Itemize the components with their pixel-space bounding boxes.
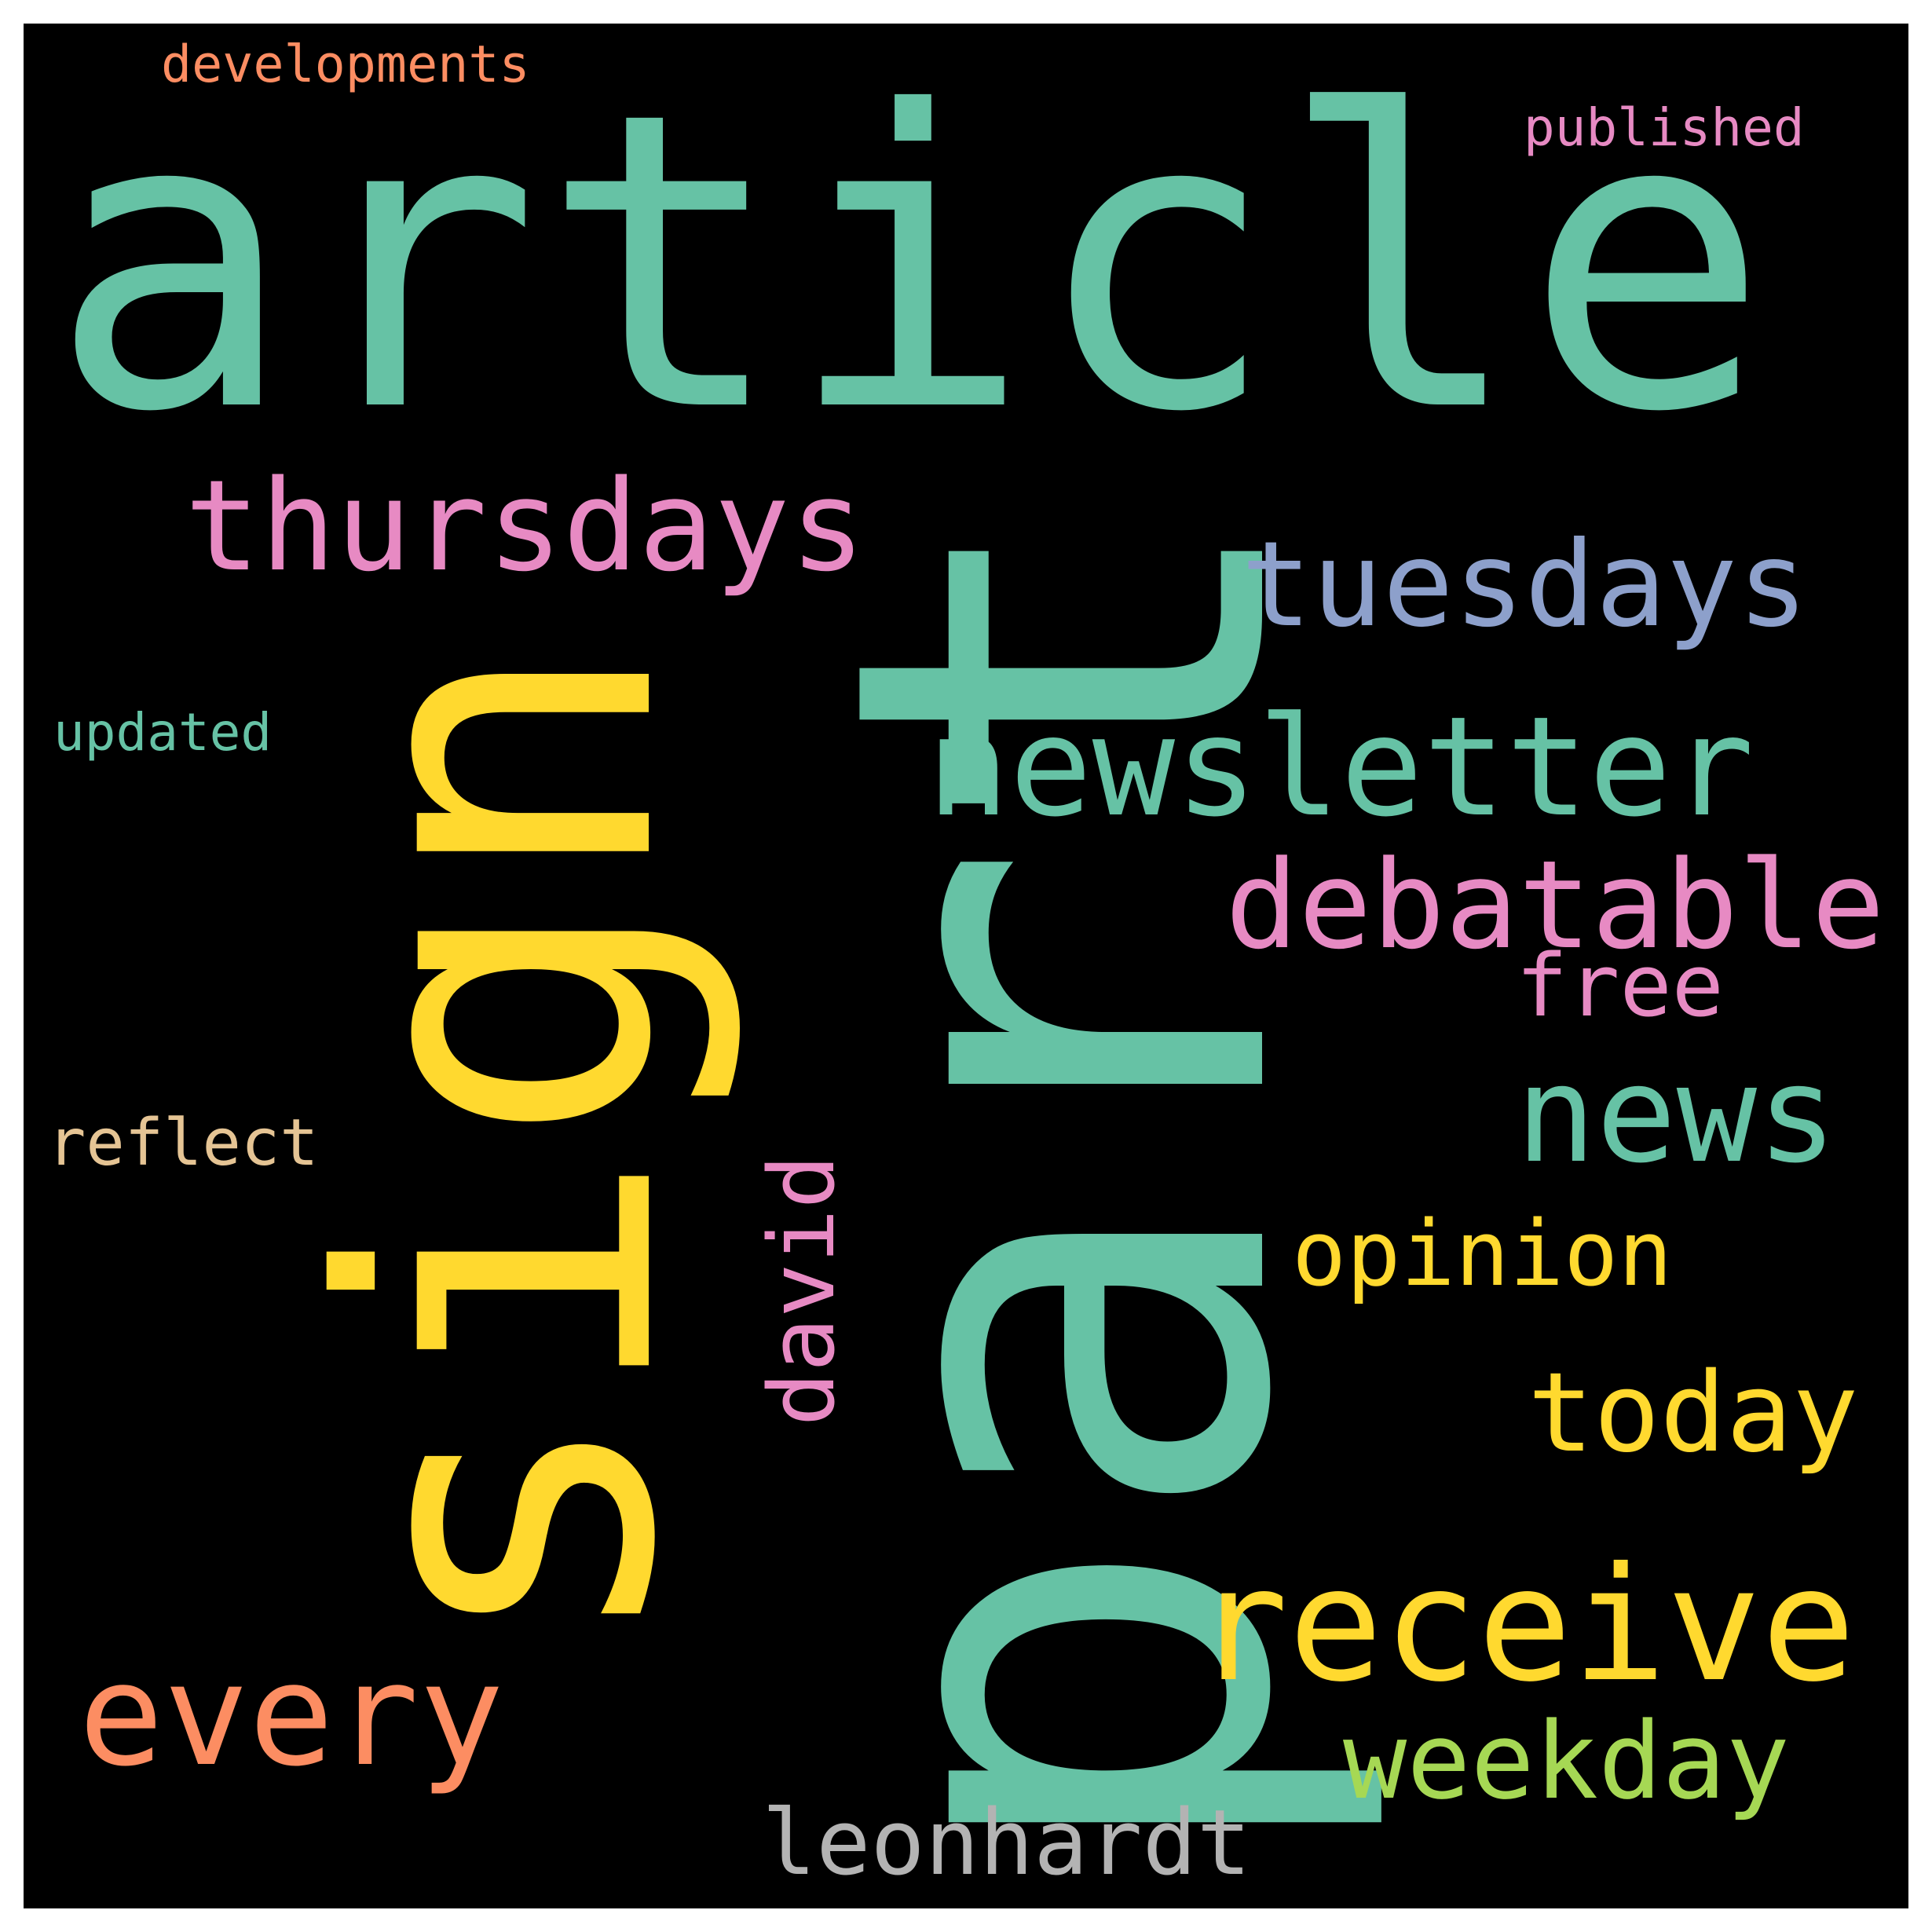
word-developments: developments	[161, 35, 530, 94]
word-thursdays: thursdays	[185, 452, 865, 599]
word-published: published	[1524, 97, 1805, 158]
word-news: news	[1516, 1037, 1838, 1193]
word-tuesdays: tuesdays	[1241, 517, 1809, 653]
word-free: free	[1516, 935, 1724, 1036]
word-david: david	[750, 1154, 855, 1427]
word-every: every	[79, 1634, 504, 1798]
word-opinion: opinion	[1292, 1202, 1673, 1307]
word-sign: sign	[256, 636, 749, 1658]
word-reflect: reflect	[47, 1106, 319, 1180]
word-updated: updated	[53, 702, 273, 763]
word-leonhardt: leonhardt	[762, 1791, 1252, 1896]
word-cloud-canvas: article part sign thursdays tuesdays new…	[24, 24, 1908, 1908]
word-debatable: debatable	[1225, 834, 1885, 976]
word-today: today	[1528, 1349, 1859, 1477]
word-newsletter: newsletter	[927, 688, 1755, 847]
word-article: article	[49, 25, 1770, 501]
word-weekday: weekday	[1343, 1700, 1790, 1823]
word-receive: receive	[1194, 1534, 1856, 1717]
